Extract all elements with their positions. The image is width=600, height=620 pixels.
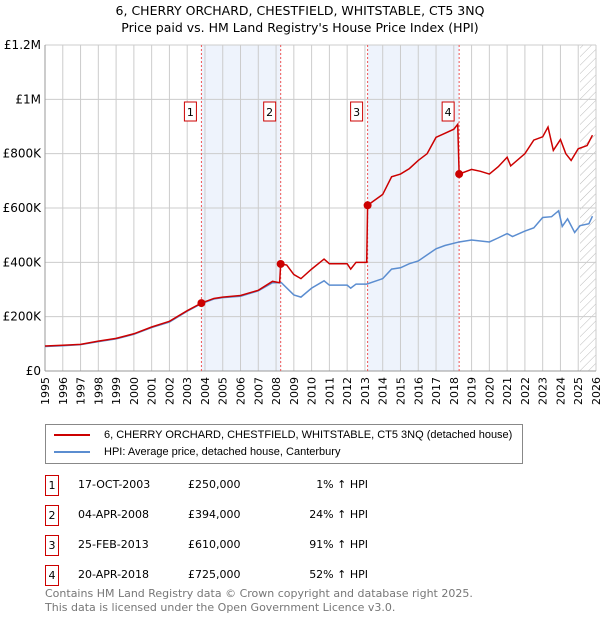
x-tick-label: 2002 [163, 377, 176, 405]
x-tick-label: 2013 [359, 377, 372, 405]
x-tick-label: 2006 [235, 377, 248, 405]
x-tick-label: 2001 [146, 377, 159, 405]
sale-date: 04-APR-2008 [78, 508, 150, 521]
sale-price: £725,000 [188, 568, 241, 581]
sale-marker-number: 3 [45, 535, 59, 556]
sale-price: £610,000 [188, 538, 241, 551]
x-tick-label: 2021 [501, 377, 514, 405]
x-tick-label: 2018 [448, 377, 461, 405]
sale-marker-number: 2 [45, 505, 59, 526]
hpi-line [44, 209, 594, 348]
sale-point [455, 170, 464, 179]
sale-date: 20-APR-2018 [78, 568, 150, 581]
x-tick-label: 2000 [128, 377, 141, 405]
x-tick-label: 2005 [217, 377, 230, 405]
y-tick-label: £400K [3, 255, 43, 269]
sale-price: £394,000 [188, 508, 241, 521]
sale-point [363, 201, 372, 210]
sale-row: 3 25-FEB-2013 £610,000 91% ↑ HPI [45, 535, 445, 556]
sale-hpi-change: 52% ↑ HPI [309, 568, 368, 581]
x-tick-label: 2004 [199, 377, 212, 405]
sale-marker-number: 4 [45, 565, 59, 586]
sale-hpi-change: 1% ↑ HPI [316, 478, 368, 491]
sale-date: 25-FEB-2013 [78, 538, 149, 551]
chart-title: 6, CHERRY ORCHARD, CHESTFIELD, WHITSTABL… [115, 3, 485, 18]
legend: 6, CHERRY ORCHARD, CHESTFIELD, WHITSTABL… [45, 424, 523, 464]
sale-date: 17-OCT-2003 [78, 478, 151, 491]
x-tick-label: 2008 [270, 377, 283, 405]
y-tick-label: £800K [3, 147, 43, 161]
x-tick-label: 2007 [252, 377, 265, 405]
sale-row: 4 20-APR-2018 £725,000 52% ↑ HPI [45, 565, 445, 586]
footer: Contains HM Land Registry data © Crown c… [45, 587, 473, 615]
sale-marker-number: 1 [45, 475, 59, 496]
sale-row: 2 04-APR-2008 £394,000 24% ↑ HPI [45, 505, 445, 526]
x-tick-label: 1998 [92, 377, 105, 405]
footer-line-2: This data is licensed under the Open Gov… [45, 601, 396, 614]
x-tick-label: 1995 [39, 377, 52, 405]
sale-row: 1 17-OCT-2003 £250,000 1% ↑ HPI [45, 475, 445, 496]
sale-marker-box [441, 101, 455, 122]
sale-marker-label: 2 [266, 106, 273, 119]
chart-subtitle: Price paid vs. HM Land Registry's House … [121, 20, 479, 35]
price-chart: 1995 1996 1997 1998 1999 2000 2001 2002 2003 2004… [3, 38, 600, 405]
sale-point [197, 299, 206, 308]
sale-price: £250,000 [188, 478, 241, 491]
x-tick-label: 2010 [306, 377, 319, 405]
x-tick-label: 2014 [377, 377, 390, 405]
x-tick-label: 1997 [75, 377, 88, 405]
x-tick-label: 2026 [590, 377, 600, 405]
x-tick-label: 2016 [412, 377, 425, 405]
x-tick-label: 2003 [181, 377, 194, 405]
x-tick-label: 2017 [430, 377, 443, 405]
x-tick-label: 2009 [288, 377, 301, 405]
x-tick-label: 2024 [554, 377, 567, 405]
legend-label-property: 6, CHERRY ORCHARD, CHESTFIELD, WHITSTABL… [104, 429, 513, 441]
x-tick-label: 2022 [519, 377, 532, 405]
sale-marker-box [263, 101, 277, 122]
x-tick-label: 2020 [483, 377, 496, 405]
x-tick-label: 2015 [394, 377, 407, 405]
sale-point [276, 259, 285, 268]
x-tick-label: 2025 [572, 377, 585, 405]
x-tick-label: 2012 [341, 377, 354, 405]
sale-marker-label: 4 [445, 106, 452, 119]
sale-hpi-change: 24% ↑ HPI [309, 508, 368, 521]
x-tick-label: 2011 [323, 377, 336, 405]
y-tick-label: £1M [15, 92, 41, 106]
legend-swatch-hpi [54, 451, 90, 453]
x-tick-label: 1996 [57, 377, 70, 405]
sale-hpi-change: 91% ↑ HPI [309, 538, 368, 551]
y-tick-label: £0 [26, 364, 41, 378]
x-tick-label: 2023 [537, 377, 550, 405]
y-tick-label: £1.2M [4, 38, 41, 52]
y-tick-label: £200K [3, 310, 43, 324]
sale-marker-label: 3 [353, 106, 360, 119]
sale-marker-box [350, 101, 364, 122]
legend-label-hpi: HPI: Average price, detached house, Cant… [104, 446, 341, 458]
y-tick-label: £600K [3, 201, 43, 215]
sale-marker-box [183, 101, 197, 122]
legend-swatch-property [54, 434, 90, 436]
x-tick-label: 1999 [110, 377, 123, 405]
x-tick-label: 2019 [466, 377, 479, 405]
sale-marker-label: 1 [187, 106, 194, 119]
footer-line-1: Contains HM Land Registry data © Crown c… [45, 587, 473, 600]
